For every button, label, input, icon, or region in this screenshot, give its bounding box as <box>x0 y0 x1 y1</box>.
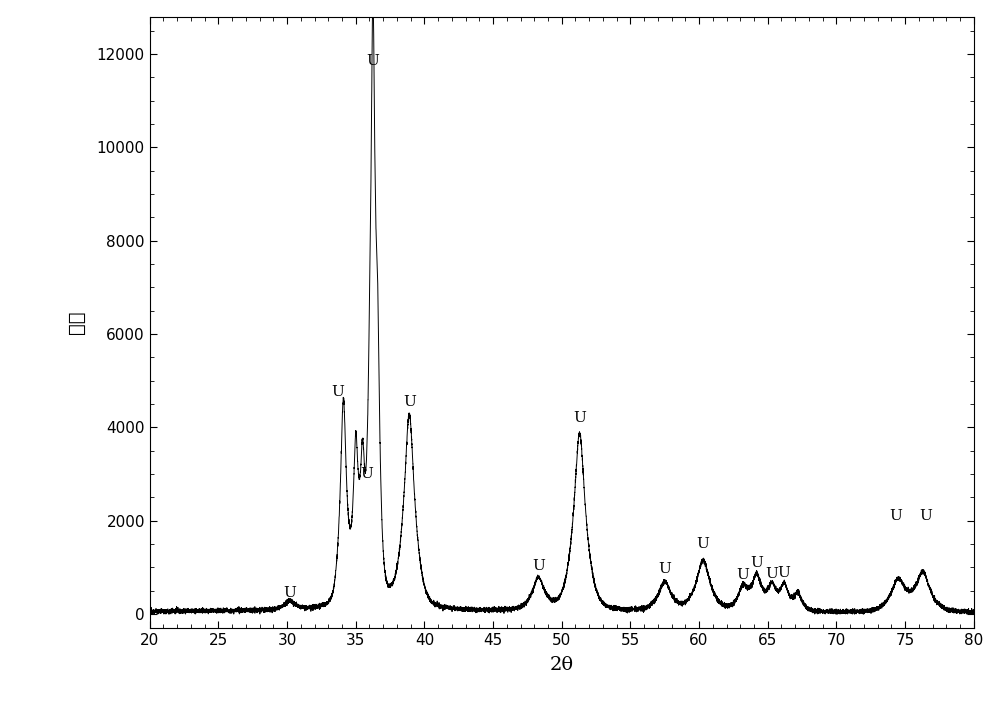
Text: U: U <box>366 54 379 68</box>
Text: U: U <box>737 568 749 582</box>
X-axis label: 2θ: 2θ <box>550 656 574 674</box>
Text: U: U <box>283 586 296 599</box>
Text: U: U <box>532 559 545 573</box>
Text: U: U <box>403 395 416 409</box>
Text: U: U <box>658 562 671 576</box>
Y-axis label: 强度: 强度 <box>67 311 86 334</box>
Text: U: U <box>778 566 791 580</box>
Text: U: U <box>750 556 763 570</box>
Text: U: U <box>360 467 373 481</box>
Text: U: U <box>919 509 932 523</box>
Text: U: U <box>697 537 710 551</box>
Text: U: U <box>573 411 586 425</box>
Text: U: U <box>765 568 778 582</box>
Text: U: U <box>331 386 344 399</box>
Text: U: U <box>889 509 902 523</box>
